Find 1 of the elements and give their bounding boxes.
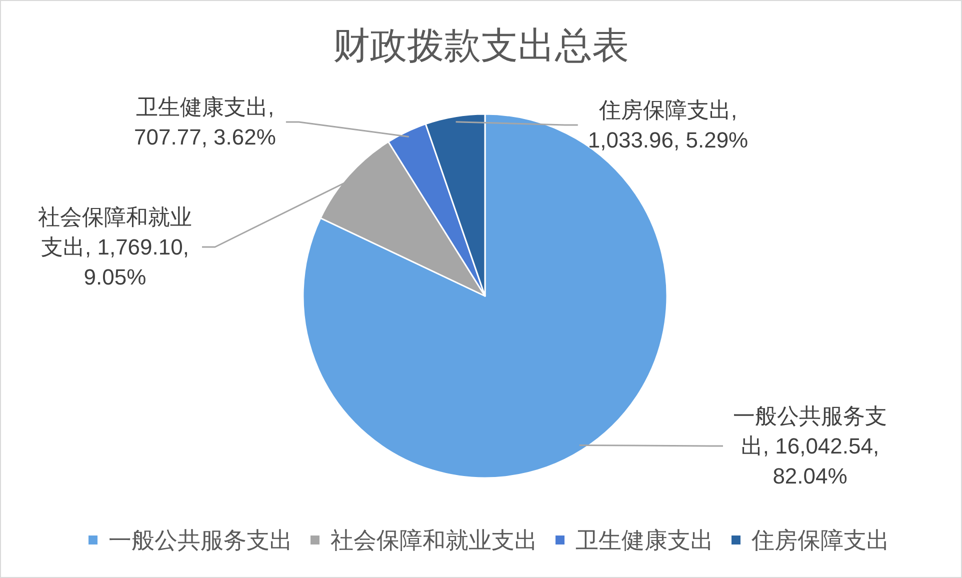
title: 财政拨款支出总表: [333, 25, 629, 66]
